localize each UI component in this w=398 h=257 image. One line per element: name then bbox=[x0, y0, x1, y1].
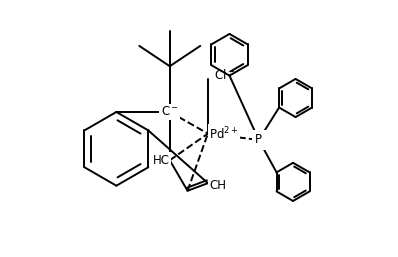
Text: C$^-$: C$^-$ bbox=[161, 105, 179, 118]
Text: HC: HC bbox=[153, 154, 170, 167]
Text: P: P bbox=[255, 133, 262, 146]
Text: CH: CH bbox=[209, 179, 226, 192]
Text: Cl$^-$: Cl$^-$ bbox=[214, 68, 236, 82]
Text: Pd$^{2+}$: Pd$^{2+}$ bbox=[209, 125, 239, 142]
